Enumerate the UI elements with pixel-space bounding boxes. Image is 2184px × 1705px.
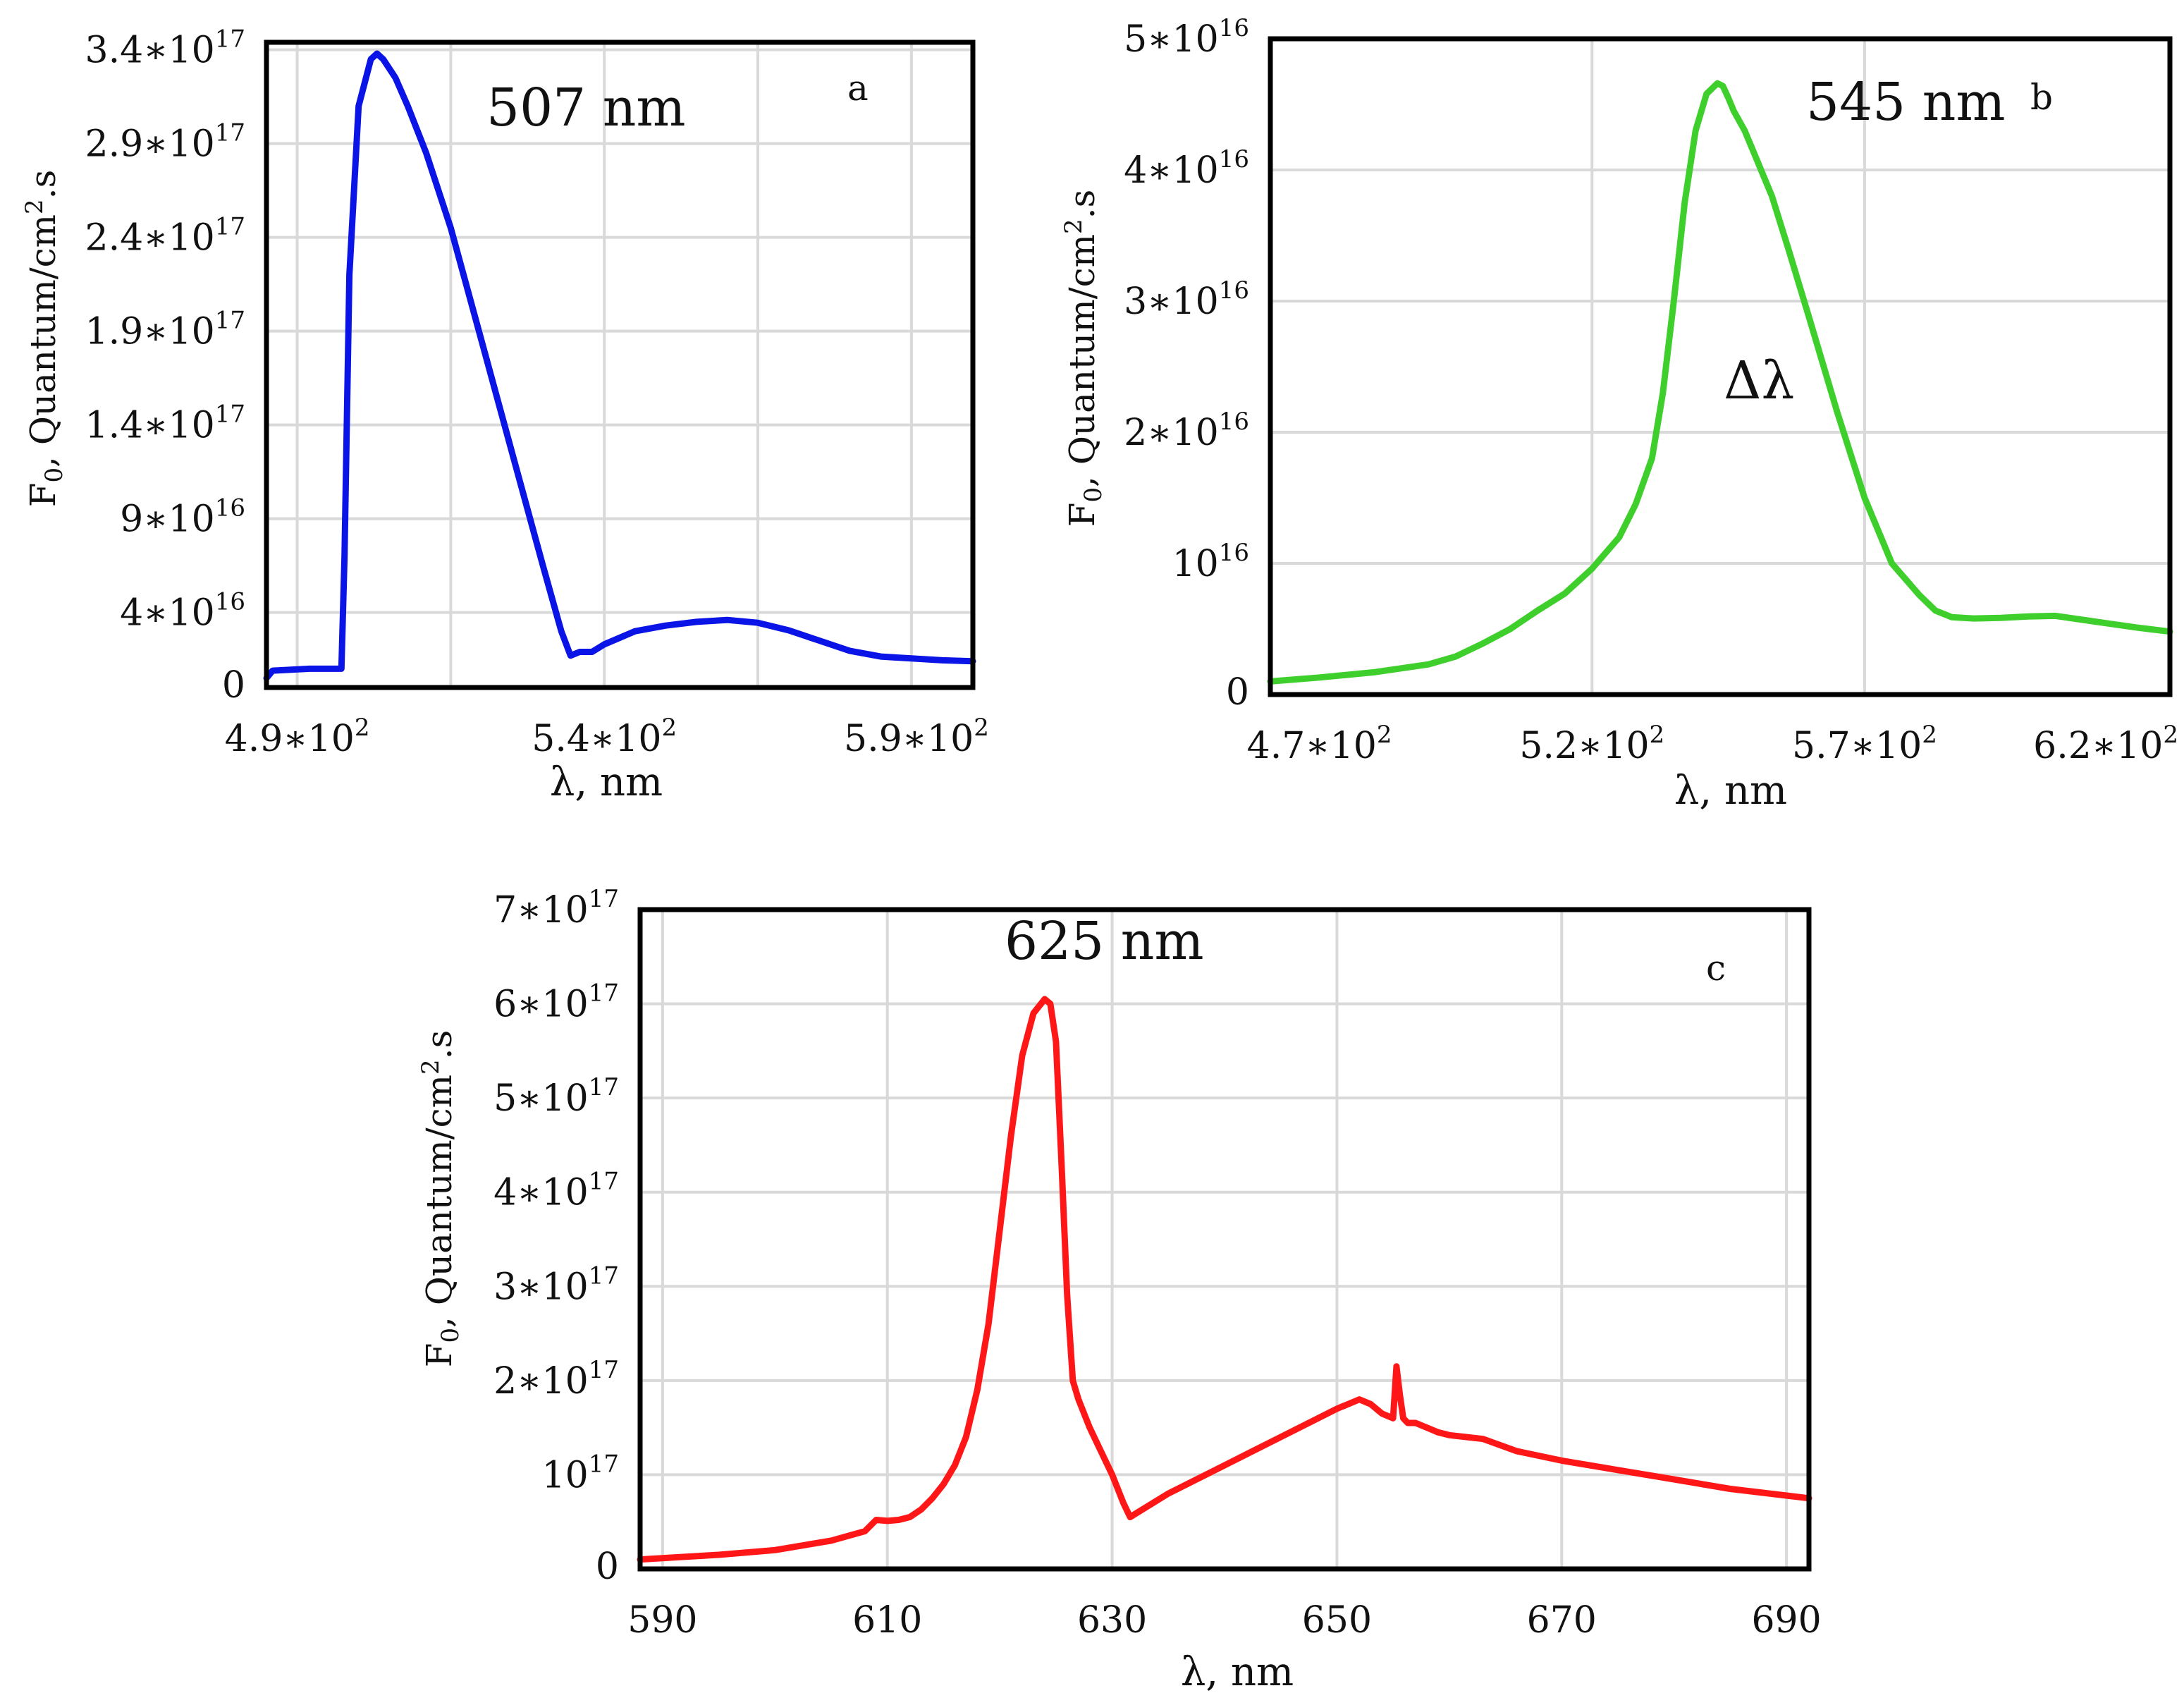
x-tick-label: 6.2∗102 [2033,721,2178,767]
x-tick-label: 4.9∗102 [225,714,370,760]
spectrum-line-b [1267,80,2173,685]
chart-panel-a: 0 4∗1016 9∗1016 1.4∗1017 1.9∗1017 2.4∗1017 2.9… [20,25,989,805]
peak-label-a: 507 nm [486,78,686,138]
x-tick-label: 690 [1751,1599,1821,1642]
delta-lambda-annotation: Δλ [1724,350,1794,411]
x-axis-label-a: λ, nm [550,759,663,805]
y-tick-label: 1016 [1172,539,1249,585]
y-tick-label: 1.9∗1017 [85,307,245,353]
x-tick-labels-c: 590 610 630 650 670 690 [627,1599,1821,1642]
chart-panel-c: 0 1017 2∗1017 3∗1017 4∗1017 5∗1017 6∗1017 7∗101… [417,885,1822,1695]
x-tick-label: 610 [852,1599,922,1642]
spectrum-line-c [637,996,1812,1563]
x-tick-label: 630 [1077,1599,1147,1642]
y-axis-label-b: F0, Quantum/cm2.s [1060,190,1108,527]
y-tick-label: 3∗1016 [1124,276,1249,323]
x-axis-label-b: λ, nm [1674,768,1787,814]
x-axis-label-c: λ, nm [1181,1649,1294,1695]
grid-a [266,42,973,689]
x-tick-label: 5.4∗102 [532,714,677,760]
y-tick-label: 5∗1016 [1124,14,1249,61]
x-tick-labels-a: 4.9∗102 5.4∗102 5.9∗102 [225,714,989,760]
plot-frame-b [1268,36,2173,697]
y-tick-label: 2.9∗1017 [85,119,245,166]
y-axis-label-c: F0, Quantum/cm2.s [417,1030,465,1368]
y-tick-label: 5∗1017 [493,1073,619,1120]
x-tick-label: 4.7∗102 [1247,721,1392,767]
y-axis-label-a: F0, Quantum/cm2.s [20,170,68,508]
chart-panel-b: 0 1016 2∗1016 3∗1016 4∗1016 5∗1016 4.7∗102 5.2… [1060,14,2178,814]
y-tick-label: 3.4∗1017 [85,25,245,72]
plot-frame-c [637,907,1812,1572]
y-tick-label: 4∗1016 [120,588,245,635]
y-tick-label: 6∗1017 [493,979,619,1026]
y-tick-label: 9∗1016 [120,494,245,541]
x-tick-label: 5.2∗102 [1519,721,1664,767]
plot-frame-a [264,39,976,690]
y-tick-label: 7∗1017 [493,885,619,931]
y-tick-label: 3∗1017 [493,1261,619,1308]
y-tick-label: 0 [596,1546,619,1588]
y-tick-label: 2∗1016 [1124,408,1249,454]
y-tick-labels-b: 0 1016 2∗1016 3∗1016 4∗1016 5∗1016 [1124,14,1249,714]
spectrum-line-a [263,50,976,682]
peak-label-c: 625 nm [1005,911,1204,972]
x-tick-label: 5.9∗102 [844,714,989,760]
y-tick-label: 2.4∗1017 [85,213,245,259]
y-tick-label: 4∗1016 [1124,145,1249,192]
panel-label-a: a [847,68,869,109]
x-tick-label: 650 [1302,1599,1372,1642]
y-tick-label: 2∗1017 [493,1356,619,1402]
y-tick-labels-a: 0 4∗1016 9∗1016 1.4∗1017 1.9∗1017 2.4∗1017 2.9… [85,25,245,707]
peak-label-b: 545 nm [1806,72,2006,133]
y-tick-labels-c: 0 1017 2∗1017 3∗1017 4∗1017 5∗1017 6∗1017 7∗101… [493,885,619,1588]
y-tick-label: 0 [1226,671,1249,714]
y-tick-label: 1.4∗1017 [85,401,245,447]
x-tick-label: 5.7∗102 [1792,721,1937,767]
panel-label-b: b [2030,77,2053,118]
y-tick-label: 1017 [542,1450,619,1496]
x-tick-label: 670 [1527,1599,1597,1642]
x-tick-labels-b: 4.7∗102 5.2∗102 5.7∗102 6.2∗102 [1247,721,2178,767]
y-tick-label: 4∗1017 [493,1168,619,1214]
y-tick-label: 0 [222,664,245,707]
panel-label-c: c [1706,948,1726,989]
x-tick-label: 590 [627,1599,697,1642]
